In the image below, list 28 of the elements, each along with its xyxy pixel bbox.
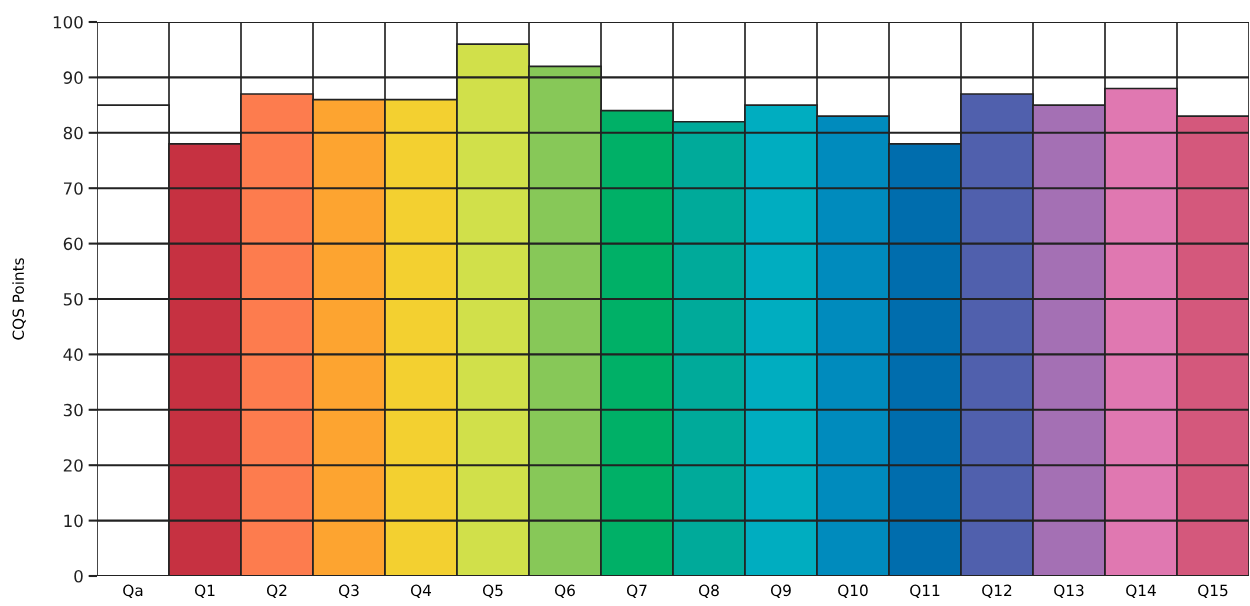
x-tick-label: Q5: [482, 584, 503, 598]
y-tick-label: 10: [64, 514, 83, 528]
y-tick-label: 90: [63, 71, 83, 84]
x-tick-label: Q2: [266, 584, 287, 598]
x-tick-label: Q13: [1054, 584, 1084, 598]
x-tick-label: Q15: [1198, 584, 1228, 598]
y-axis-title: CQS Points: [12, 258, 26, 340]
y-tick-label: 80: [63, 126, 83, 140]
x-tick-label: Q7: [626, 584, 647, 598]
x-tick-label: Q9: [770, 584, 791, 598]
y-tick-label: 60: [63, 237, 83, 251]
y-tick-label: 40: [63, 348, 83, 361]
y-tick-label: 70: [63, 182, 83, 195]
x-tick-label: Q6: [554, 584, 575, 598]
x-tick-label: Q10: [838, 584, 868, 598]
x-tick-label: Q8: [698, 584, 719, 598]
x-tick-label: Q14: [1126, 584, 1156, 598]
x-tick-label: Q4: [410, 584, 432, 598]
y-tick-label: 100: [53, 15, 83, 29]
y-tick-label: 50: [63, 292, 83, 306]
x-tick-label: Q12: [982, 584, 1012, 598]
x-tick-label: Q1: [194, 584, 215, 598]
y-tick-label: 0: [74, 569, 83, 583]
x-tick-label: Qa: [123, 584, 143, 598]
y-tick-label: 30: [63, 403, 83, 417]
x-tick-label: Q3: [338, 584, 359, 598]
x-tick-label: Q11: [910, 584, 940, 598]
y-tick-label: 20: [63, 459, 83, 472]
